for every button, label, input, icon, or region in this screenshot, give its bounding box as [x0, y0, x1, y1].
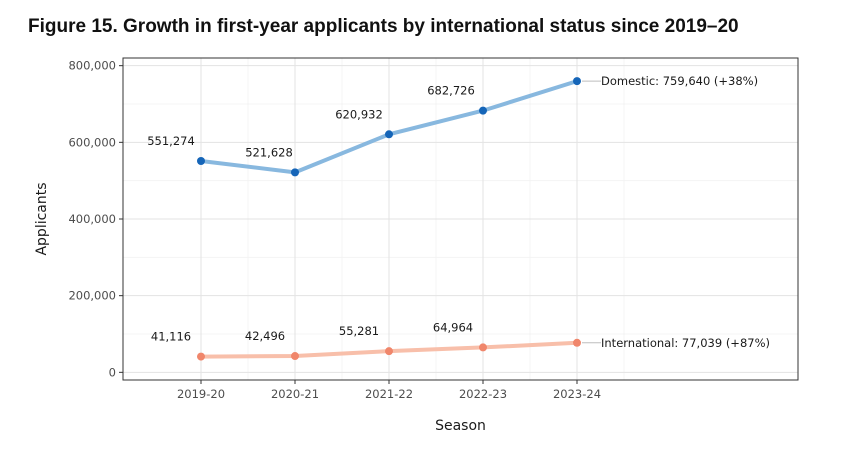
x-tick-label: 2019-20 — [177, 387, 225, 401]
series-end-label: International: 77,039 (+87%) — [601, 336, 770, 350]
x-tick-label: 2021-22 — [365, 387, 413, 401]
data-point — [197, 157, 205, 166]
y-axis-title: Applicants — [34, 182, 50, 255]
series-end-label: Domestic: 759,640 (+38%) — [601, 74, 758, 88]
data-label: 551,274 — [147, 134, 195, 148]
data-point — [385, 347, 393, 356]
data-label: 64,964 — [433, 320, 473, 334]
y-tick-label: 400,000 — [68, 212, 116, 226]
data-label: 42,496 — [245, 329, 285, 343]
x-tick-label: 2022-23 — [459, 387, 507, 401]
data-point — [573, 77, 581, 86]
plot-border — [122, 57, 799, 381]
data-point — [573, 338, 581, 347]
data-point — [291, 168, 299, 177]
data-point — [479, 106, 487, 115]
data-label: 620,932 — [335, 107, 383, 121]
x-axis-title: Season — [435, 418, 486, 434]
y-tick-label: 800,000 — [68, 59, 116, 73]
x-tick-label: 2023-24 — [553, 387, 601, 401]
data-label: 55,281 — [339, 324, 379, 338]
data-point — [385, 130, 393, 139]
y-tick-label: 600,000 — [68, 135, 116, 149]
data-label: 521,628 — [245, 145, 293, 159]
data-label: 682,726 — [427, 84, 475, 98]
data-point — [479, 343, 487, 352]
x-tick-label: 2020-21 — [271, 387, 319, 401]
figure-title: Figure 15. Growth in first-year applican… — [28, 16, 739, 37]
data-point — [291, 352, 299, 361]
data-label: 41,116 — [151, 330, 191, 344]
y-tick-label: 200,000 — [68, 289, 116, 303]
data-point — [197, 352, 205, 361]
y-tick-label: 0 — [109, 365, 116, 379]
